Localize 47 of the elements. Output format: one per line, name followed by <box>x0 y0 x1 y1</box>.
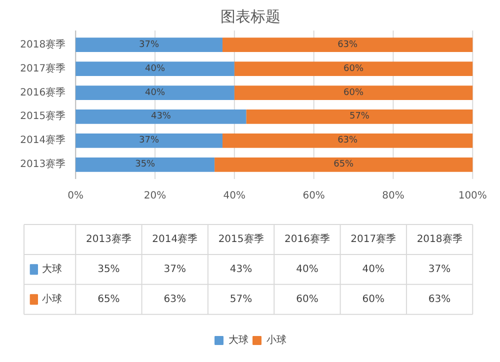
legend-label: 大球 <box>42 262 62 275</box>
legend-label: 小球 <box>266 334 286 347</box>
text: 大球 <box>228 335 248 346</box>
category-label: 2013赛季 <box>86 234 132 246</box>
category-label: 2015赛季 <box>218 234 264 246</box>
text: 60% <box>362 294 384 305</box>
text: 37% <box>164 264 186 275</box>
text: 小球 <box>42 294 62 305</box>
text: 40% <box>296 264 318 275</box>
text: 63% <box>164 294 186 305</box>
data-label: 35% <box>135 160 156 170</box>
category-label: 2014赛季 <box>152 234 198 246</box>
text: 35% <box>98 264 120 275</box>
y-tick-label: 2014赛季 <box>20 134 66 146</box>
category-label: 2016赛季 <box>284 234 330 246</box>
data-label: 40% <box>145 88 166 98</box>
text: 43% <box>230 264 252 275</box>
data-label: 37% <box>139 40 160 50</box>
text: 65% <box>98 294 120 305</box>
x-tick-label: 80% <box>382 190 404 202</box>
x-tick-label: 20% <box>144 190 166 202</box>
chart-title: 图表标题 <box>220 8 280 26</box>
y-tick-label: 2017赛季 <box>20 62 66 74</box>
data-label: 60% <box>344 64 364 74</box>
y-tick-label: 2016赛季 <box>20 86 66 98</box>
data-label: 37% <box>139 136 160 146</box>
text: 37% <box>428 264 451 275</box>
text: 63% <box>428 294 451 305</box>
x-tick-label: 40% <box>223 190 246 202</box>
y-tick-label: 2013赛季 <box>20 158 66 170</box>
text: 60% <box>296 294 318 305</box>
data-label: 63% <box>338 40 358 50</box>
y-tick-label: 2015赛季 <box>20 110 66 122</box>
text: 57% <box>230 294 252 305</box>
x-tick-label: 100% <box>458 190 487 202</box>
category-label: 2018赛季 <box>416 234 462 246</box>
category-label: 2017赛季 <box>350 234 396 246</box>
x-tick-label: 60% <box>302 190 325 202</box>
data-label: 65% <box>334 160 354 170</box>
data-label: 40% <box>145 64 166 74</box>
data-label: 60% <box>344 88 364 98</box>
y-tick-label: 2018赛季 <box>20 38 66 50</box>
text: 40% <box>362 264 384 275</box>
x-tick-label: 0% <box>68 190 84 202</box>
data-label: 63% <box>338 136 358 146</box>
data-label: 43% <box>150 112 172 122</box>
data-label: 57% <box>349 112 370 122</box>
